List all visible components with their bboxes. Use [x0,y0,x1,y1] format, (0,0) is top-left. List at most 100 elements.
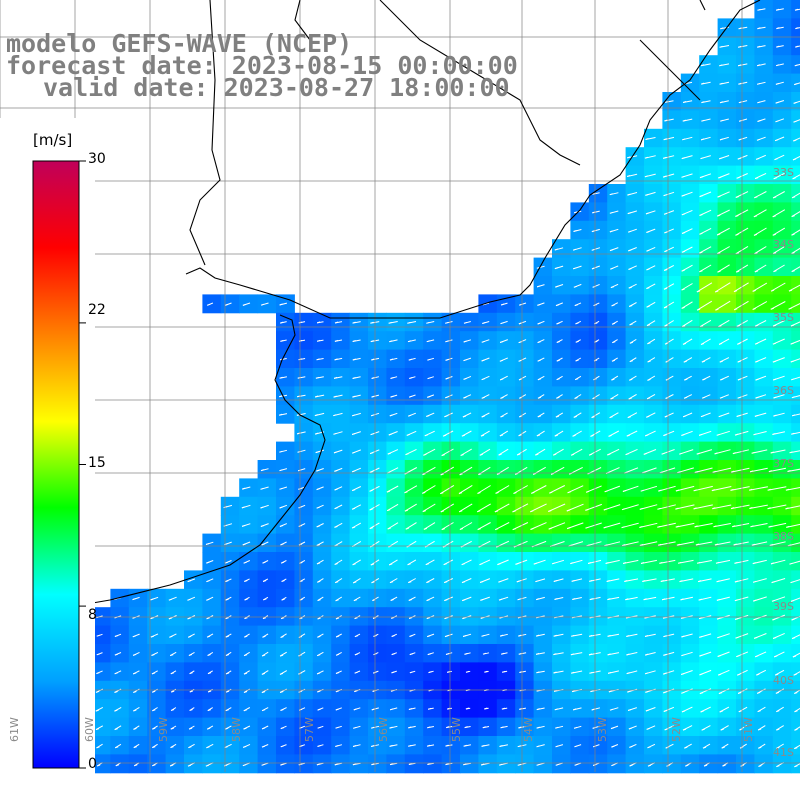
speed-cell [791,349,800,369]
wind-arrow-head [170,764,174,767]
speed-cell [791,55,800,75]
wind-arrow-head [682,119,686,122]
wind-arrow-head [790,342,794,345]
speed-cell [791,220,800,240]
coastline-path [185,0,761,319]
wind-arrow-head [424,434,428,437]
wind-arrow-head [261,654,266,657]
wind-arrow-head [225,672,230,675]
wind-arrow-head [537,322,541,325]
wind-arrow-head [757,45,761,48]
wind-arrow-head [790,581,794,584]
wind-arrow-head [771,581,775,584]
wind-arrow-head [720,378,724,381]
speed-cell [441,423,461,443]
wind-arrow-head [389,358,394,361]
wind-arrow [791,247,800,254]
speed-cell [791,18,800,38]
wind-arrow-head [444,599,448,602]
wind-arrow-head [206,561,210,564]
wind-arrow-head [734,580,739,583]
wind-arrow-head [409,635,413,637]
speed-cell [607,441,627,461]
wind-arrow-head [735,215,739,217]
wind-arrow-head [280,321,284,324]
wind-arrow-head [608,434,612,437]
wind-arrow-head [445,653,450,655]
wind-arrow-head [463,321,468,324]
wind-arrow-head [316,488,320,491]
wind-arrow-head [756,64,761,67]
wind-arrow-head [774,139,779,142]
wind-arrow-head [133,691,137,693]
wind-arrow-head [481,415,485,418]
wind-arrow-head [134,764,138,767]
wind-arrow-head [573,211,578,214]
wind-arrow-head [114,672,118,675]
speed-cell [791,128,800,148]
wind-arrow [754,246,767,255]
wind-arrow-head [610,286,615,289]
wind-arrow-head [629,745,633,748]
wind-arrow-head [555,763,559,766]
wind-arrow-head [733,290,738,293]
wind-arrow-head [702,746,707,749]
wind-arrow-head [207,727,211,730]
wind-arrow-head [261,727,266,730]
wind-arrow-head [575,378,579,381]
speed-cell [478,552,498,571]
wind-arrow-head [621,544,626,547]
wind-arrow-head [390,599,394,601]
speed-cell [625,441,645,461]
wind-arrow-head [679,580,683,583]
wind-arrow-head [481,396,485,399]
speed-cell [791,147,800,167]
wind-arrow-head [753,618,757,621]
wind-arrow-head [755,396,759,399]
wind-arrow-head [425,563,429,566]
wind-arrow-head [622,490,627,492]
wind-arrow-head [427,653,431,656]
wind-arrow-head [96,634,100,637]
wind-arrow-head [261,691,266,694]
wind-arrow-head [787,470,791,472]
speed-cell [791,699,800,719]
lat-label-34s: 34S [773,238,794,251]
speed-cell [552,441,571,461]
wind-arrow-head [680,598,684,601]
wind-arrow-head [792,158,797,161]
wind-arrow-head [480,598,484,601]
wind-arrow-head [462,415,467,418]
speed-cell [791,331,800,351]
wind-arrow-head [786,525,790,528]
wind-arrow-head [440,492,444,495]
wind-arrow-head [749,470,754,473]
speed-cell [772,276,792,295]
speed-cell [717,239,737,259]
wind-arrow-head [681,288,685,291]
wind-arrow-head [754,196,758,199]
speed-cell [791,717,800,737]
wind-arrow-head [352,489,356,492]
wind-arrow-head [737,673,741,676]
wind-arrow-head [445,358,449,361]
wind-arrow-head [611,359,616,362]
wind-arrow-head [518,652,522,655]
wind-arrow-head [737,360,741,363]
wind-arrow-head [536,598,540,601]
wind-arrow-head [681,175,685,178]
wind-arrow-head [681,269,685,272]
wind-arrow-head [553,453,557,456]
speed-cell [496,478,516,498]
wind-arrow-head [719,710,723,713]
wind-arrow-head [426,617,430,620]
wind-arrow-head [533,562,537,565]
speed-cell [754,165,774,185]
wind-arrow [441,522,454,531]
wind-arrow-head [571,634,575,637]
wind-arrow-head [628,268,632,270]
speed-cell [736,202,755,222]
speed-cell [680,331,700,351]
wind-arrow-head [646,305,650,308]
wind-arrow-head [530,528,534,530]
